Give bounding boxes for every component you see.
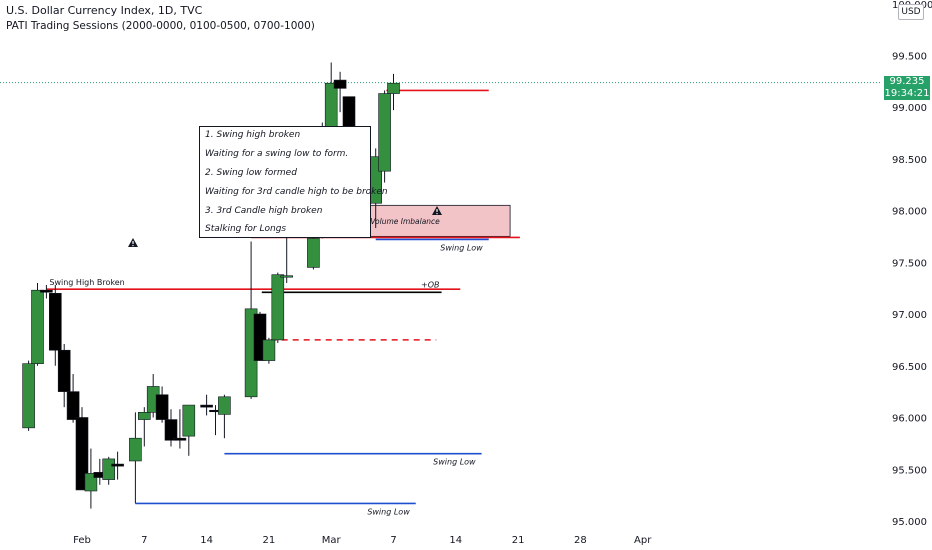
- x-tick-label: 7: [390, 535, 396, 546]
- last-price-value: 99.235: [889, 76, 925, 87]
- x-tick-label: 7: [141, 535, 147, 546]
- warning-icon: [432, 206, 442, 215]
- x-tick-label: Feb: [73, 535, 91, 546]
- x-tick-label: 14: [200, 535, 213, 546]
- candle-body: [48, 292, 62, 351]
- candle-body: [66, 391, 80, 420]
- warning-icon: [128, 238, 138, 247]
- candle-body: [129, 437, 142, 462]
- candle-body: [271, 274, 285, 341]
- candle-body: [182, 404, 196, 437]
- x-tick-label: Mar: [322, 535, 342, 546]
- note-line: 3. 3rd Candle high broken: [205, 206, 323, 216]
- y-tick-label: 99.000: [892, 103, 927, 114]
- x-tick-label: 14: [449, 535, 462, 546]
- y-tick-label: 97.000: [892, 310, 927, 321]
- candle-body: [138, 412, 151, 420]
- candle-body: [333, 79, 347, 89]
- candle-body: [164, 419, 178, 441]
- last-price-tag: 99.235 19:34:21: [884, 76, 930, 100]
- note-line: Waiting for a swing low to form.: [205, 149, 349, 159]
- x-tick-label: Apr: [634, 535, 652, 546]
- y-tick-label: 95.000: [892, 517, 927, 528]
- note-line: Waiting for 3rd candle high to be broken: [205, 187, 388, 197]
- y-tick-label: 98.000: [892, 207, 927, 218]
- note-line: Stalking for Longs: [205, 224, 287, 234]
- candle-body: [111, 463, 124, 467]
- candle-body: [280, 275, 294, 278]
- candle-body: [218, 396, 231, 415]
- candle-body: [31, 289, 44, 364]
- x-tick-label: 21: [263, 535, 276, 546]
- notes-box[interactable]: 1. Swing high broken Waiting for a swing…: [199, 126, 388, 238]
- candle-body: [378, 93, 391, 172]
- level-label: Swing Low: [367, 507, 410, 516]
- candle-body: [200, 404, 213, 408]
- candle-body: [40, 289, 53, 293]
- chart-title: U.S. Dollar Currency Index, 1D, TVC: [6, 4, 203, 17]
- level-label: Swing Low: [433, 458, 476, 467]
- level-label: +OB: [421, 280, 440, 289]
- level-label: Swing High Broken: [49, 278, 124, 287]
- y-tick-label: 96.000: [892, 414, 927, 425]
- candle-body: [102, 458, 115, 480]
- candle-body: [262, 339, 276, 361]
- indicator-legend[interactable]: PATI Trading Sessions (2000-0000, 0100-0…: [6, 20, 315, 32]
- level-label: Swing Low: [440, 243, 483, 252]
- candle-body: [173, 437, 187, 441]
- candle-body: [75, 417, 89, 491]
- candle-body: [387, 82, 400, 94]
- bar-countdown: 19:34:21: [884, 88, 930, 99]
- y-tick-label: 98.500: [892, 155, 927, 166]
- x-tick-label: 21: [512, 535, 525, 546]
- currency-badge[interactable]: USD: [898, 4, 924, 20]
- y-tick-label: 97.500: [892, 258, 927, 269]
- candle-body: [22, 363, 35, 429]
- candle-body: [307, 238, 320, 268]
- x-tick-label: 28: [574, 535, 587, 546]
- note-line: 1. Swing high broken: [205, 130, 301, 140]
- zone-label: Volume Imbalance: [370, 217, 440, 226]
- y-tick-label: 95.500: [892, 465, 927, 476]
- y-tick-label: 96.500: [892, 362, 927, 373]
- note-line: 2. Swing low formed: [205, 168, 297, 178]
- candle-body: [57, 349, 71, 392]
- x-axis[interactable]: Feb 7 14 21 Mar 7 14 21 28 Apr: [73, 535, 652, 546]
- candle-body: [155, 394, 169, 420]
- y-tick-label: 99.500: [892, 51, 927, 62]
